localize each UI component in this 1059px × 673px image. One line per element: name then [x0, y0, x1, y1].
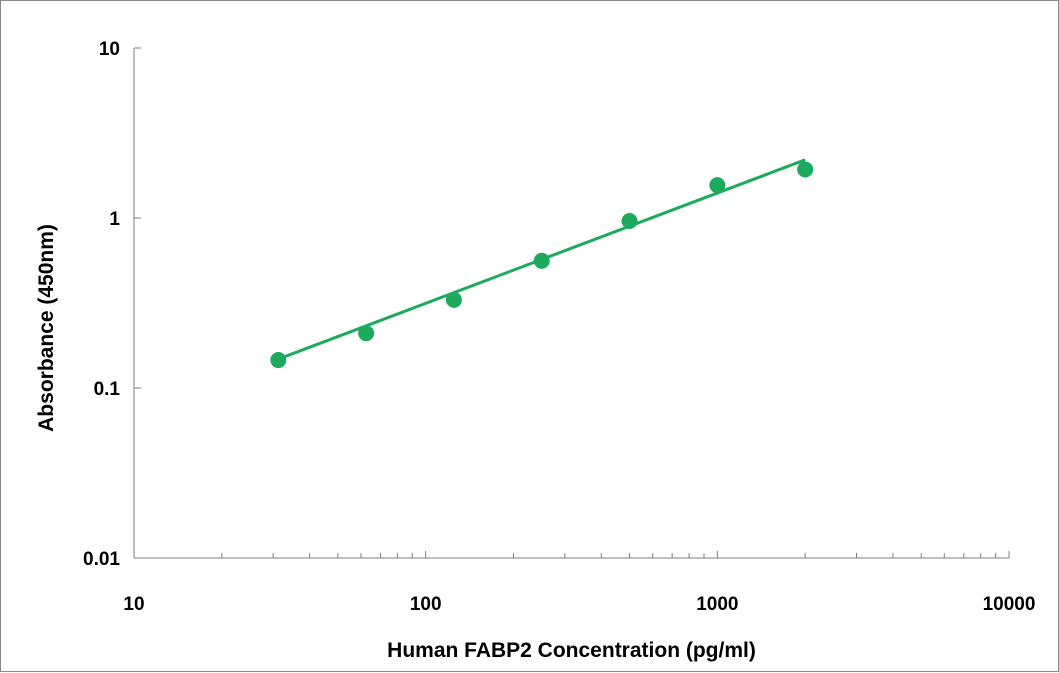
data-point: [358, 325, 375, 342]
tick-marks: [133, 47, 1010, 559]
x-tick-label-1000: 1000: [696, 594, 738, 615]
x-tick-label-10000: 10000: [983, 594, 1036, 615]
data-point: [621, 213, 638, 230]
x-tick-labels: 10 100 1000 10000: [123, 594, 1035, 615]
y-tick-label-1: 1: [109, 209, 120, 230]
data-point: [270, 352, 287, 369]
x-tick-label-10: 10: [123, 594, 144, 615]
data-point: [709, 177, 726, 194]
y-tick-labels: 10 1 0.1 0.01: [83, 39, 120, 570]
y-tick-label-0.1: 0.1: [94, 379, 121, 400]
data-point: [445, 291, 462, 308]
x-tick-label-100: 100: [410, 594, 442, 615]
y-axis-title: Absorbance (450nm): [35, 224, 58, 432]
y-tick-label-10: 10: [99, 39, 120, 60]
data-point: [797, 161, 814, 178]
data-points: [270, 161, 814, 369]
data-point: [533, 252, 550, 269]
axes: [133, 48, 1009, 559]
y-tick-label-0.01: 0.01: [83, 549, 120, 570]
x-axis-title: Human FABP2 Concentration (pg/ml): [387, 639, 756, 662]
